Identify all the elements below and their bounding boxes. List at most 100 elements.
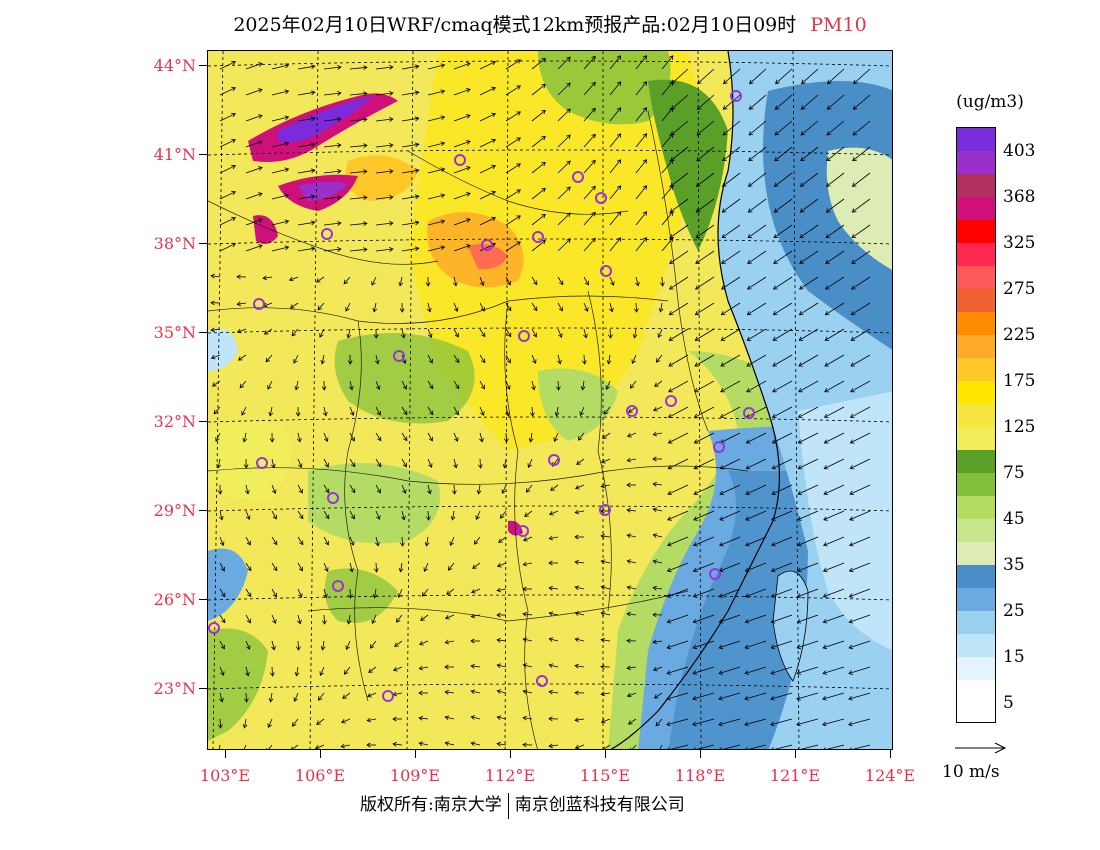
wind-vector-head [770,670,775,675]
wind-vector [668,328,689,341]
wind-vector-head [772,388,777,393]
wind-vector-head [652,559,658,564]
legend-swatch [957,381,995,404]
wind-vector [445,716,455,720]
wind-vector [627,458,637,461]
wind-vector-head [527,463,532,469]
wind-vector-head [666,695,671,701]
wind-vector-head [600,459,606,464]
wind-vector [292,744,299,749]
wind-vector-head [522,689,528,694]
wind-vector-head [466,88,471,93]
wind-vector-head [566,212,571,218]
wind-vector [580,406,585,416]
wind-vector [531,84,546,96]
lat-label-44: 44°N [153,56,196,75]
wind-vector [799,224,819,239]
wind-vector-head [720,285,726,290]
wind-vector [219,243,236,252]
wind-vector-head [626,457,632,463]
wind-vector [627,666,637,669]
wind-vector-head [668,388,673,393]
wind-vector [694,354,715,367]
wind-vector-head [772,310,778,316]
wind-vector [297,562,303,571]
wind-vector [323,536,329,545]
wind-vector-head [322,411,328,417]
wind-vector [401,406,408,415]
wind-vector [245,562,252,571]
wind-vector [245,89,263,96]
wind-vector [297,640,299,651]
chart-title: 2025年02月10日WRF/cmaq模式12km预报产品:02月10日09时 P… [0,10,1100,37]
wind-vector-head [591,81,596,87]
wind-vector-head [657,333,662,339]
pollutant-label: PM10 [810,14,867,36]
wind-vector [212,380,221,387]
wind-vector-head [400,333,406,339]
wind-vector [349,144,367,148]
wind-vector [660,302,663,312]
wind-vector-head [797,413,803,418]
wind-vector-head [239,383,245,389]
wind-vector-head [548,689,553,695]
wind-vector-head [850,310,856,316]
wind-vector [244,718,247,728]
wind-vector [557,82,571,96]
wind-vector [427,510,429,521]
wind-vector-head [298,488,303,494]
wind-vector [348,614,351,624]
wind-vector-head [427,489,432,495]
wind-vector-head [363,195,368,201]
wind-vector [349,170,367,174]
wind-vector-head [723,79,728,85]
wind-vector-head [744,721,749,727]
wind-vector [219,510,223,520]
wind-vector-head [667,464,673,470]
wind-vector [722,744,741,749]
wind-vector-head [451,490,457,495]
wind-vector [297,117,315,122]
wind-vector [297,169,315,174]
wind-vector-head [210,273,215,279]
wind-vector [531,354,536,364]
wind-vector [668,406,689,418]
wind-vector-head [295,646,301,651]
wind-vector [722,172,741,187]
wind-vector [557,328,562,338]
wind-vector [666,666,689,674]
wind-vector [661,133,674,148]
wind-vector [601,639,611,642]
wind-vector [667,536,689,546]
wind-vector-head [310,194,316,200]
wind-vector [661,211,674,226]
wind-vector-head [220,644,225,650]
wind-vector-head [666,593,672,598]
wind-vector-head [470,663,475,669]
wind-vector [453,380,460,389]
wind-vector-head [440,245,446,250]
wind-vector-head [363,65,368,71]
wind-vector [323,614,325,625]
wind-vector-head [693,747,696,749]
wind-vector-head [667,413,673,418]
wind-vector [824,406,845,418]
wind-vector-head [350,514,355,520]
wind-vector [297,510,304,519]
wind-vector-head [823,439,829,444]
wind-vector-head [466,244,471,249]
wind-vector-head [265,357,271,363]
wind-vector [375,222,393,226]
wind-vector [746,406,767,418]
wind-vector [505,276,511,286]
wind-vector [245,167,263,174]
wind-vector-head [848,593,854,598]
wind-vector [211,275,221,278]
wind-vector-head [284,63,290,69]
wind-vector [297,458,302,468]
wind-vector [718,692,741,700]
wind-vector-head [320,646,326,651]
wind-vector [583,302,588,312]
wind-vector [316,276,325,283]
wind-vector-head [719,490,725,495]
